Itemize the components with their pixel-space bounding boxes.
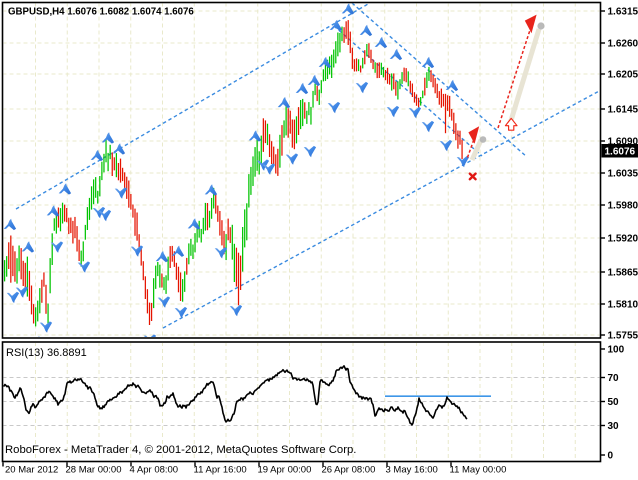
svg-text:1.6205: 1.6205 (608, 70, 638, 81)
svg-text:1.6076: 1.6076 (605, 146, 636, 157)
svg-text:3 May 16:00: 3 May 16:00 (386, 465, 438, 476)
svg-text:20 Mar 2012: 20 Mar 2012 (5, 465, 58, 476)
svg-text:70: 70 (608, 373, 620, 384)
svg-text:4 Apr 08:00: 4 Apr 08:00 (130, 465, 179, 476)
svg-text:1.6035: 1.6035 (608, 169, 638, 180)
svg-text:11 Apr 16:00: 11 Apr 16:00 (194, 465, 247, 476)
svg-text:1.5920: 1.5920 (608, 234, 638, 245)
svg-text:1.5865: 1.5865 (608, 268, 638, 279)
svg-text:1.5810: 1.5810 (608, 300, 638, 311)
svg-text:1.5755: 1.5755 (608, 331, 638, 342)
svg-text:19 Apr 00:00: 19 Apr 00:00 (258, 465, 312, 476)
svg-text:100: 100 (608, 345, 625, 356)
svg-text:26 Apr 08:00: 26 Apr 08:00 (322, 465, 376, 476)
svg-text:RoboForex - MetaTrader 4, © 20: RoboForex - MetaTrader 4, © 2001-2012, M… (5, 444, 356, 456)
svg-text:50: 50 (608, 397, 620, 408)
svg-text:1.6145: 1.6145 (608, 105, 638, 116)
svg-text:1.5980: 1.5980 (608, 201, 638, 212)
svg-text:GBPUSD,H4 1.6076 1.6082 1.607: GBPUSD,H4 1.6076 1.6082 1.6074 1.6076 (8, 7, 194, 18)
svg-text:30: 30 (608, 421, 620, 432)
svg-text:RSI(13) 36.8891: RSI(13) 36.8891 (6, 347, 87, 359)
svg-text:0: 0 (608, 451, 614, 462)
svg-text:1.6260: 1.6260 (608, 39, 638, 50)
svg-text:11 May 00:00: 11 May 00:00 (450, 465, 507, 476)
svg-text:28 Mar 00:00: 28 Mar 00:00 (66, 465, 122, 476)
svg-text:1.6315: 1.6315 (608, 7, 638, 18)
svg-text:1.6090: 1.6090 (608, 137, 638, 148)
